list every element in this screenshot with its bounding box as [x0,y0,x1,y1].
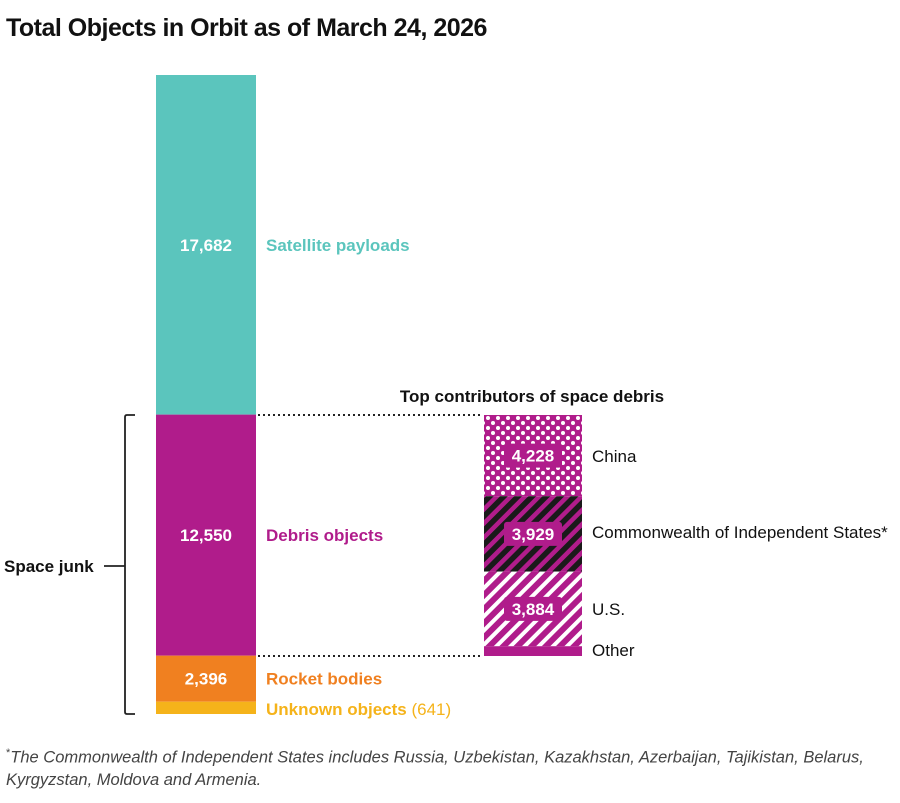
breakdown-name-china: China [592,447,637,466]
value-label-debris-objects: 12,550 [180,526,232,545]
breakdown-bar-other [484,646,582,656]
category-label-debris-objects: Debris objects [266,526,383,545]
bar-unknown-objects [156,701,256,714]
main-stack: 17,682 Satellite payloads 12,550 Debris obj… [156,75,451,719]
value-label-satellite-payloads: 17,682 [180,236,232,255]
bar-debris-objects [156,414,256,656]
category-label-unknown-objects: Unknown objects (641) [266,700,451,719]
breakdown-name-commonwealth-of-independent-states: Commonwealth of Independent States* [592,523,888,542]
breakdown-value-commonwealth-of-independent-states: 3,929 [512,525,555,544]
space-junk-label: Space junk [4,557,94,576]
value-label-rocket-bodies: 2,396 [185,670,228,689]
breakdown-name-u-s: U.S. [592,600,625,619]
bar-satellite-payloads [156,75,256,415]
breakdown-label-bg-commonwealth-of-independent-states [504,521,562,546]
breakdown-value-china: 4,228 [512,447,555,466]
breakdown-title: Top contributors of space debris [400,387,664,406]
category-name-unknown-objects: Unknown objects [266,700,411,719]
category-label-satellite-payloads: Satellite payloads [266,236,410,255]
footnote-marker: * [6,747,11,759]
footnote: *The Commonwealth of Independent States … [6,742,886,791]
space-junk-bracket [124,414,135,715]
footnote-text: The Commonwealth of Independent States i… [6,748,864,789]
breakdown-label-bg-u-s [504,596,562,621]
bar-rocket-bodies [156,655,256,702]
breakdown-name-other: Other [592,641,635,660]
orbit-objects-chart: 17,682 Satellite payloads 12,550 Debris obj… [4,75,888,719]
value-label-unknown-objects: (641) [411,700,451,719]
category-label-rocket-bodies: Rocket bodies [266,670,382,689]
breakdown-label-bg-china [504,443,562,468]
breakdown-value-u-s: 3,884 [512,600,555,619]
breakdown-stack: 4,228 China 3,929 Commonwealth of Independe… [484,415,888,660]
chart-title: Total Objects in Orbit as of March 24, 2… [6,14,487,42]
